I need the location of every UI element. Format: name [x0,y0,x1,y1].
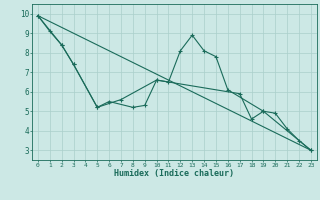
X-axis label: Humidex (Indice chaleur): Humidex (Indice chaleur) [115,169,234,178]
